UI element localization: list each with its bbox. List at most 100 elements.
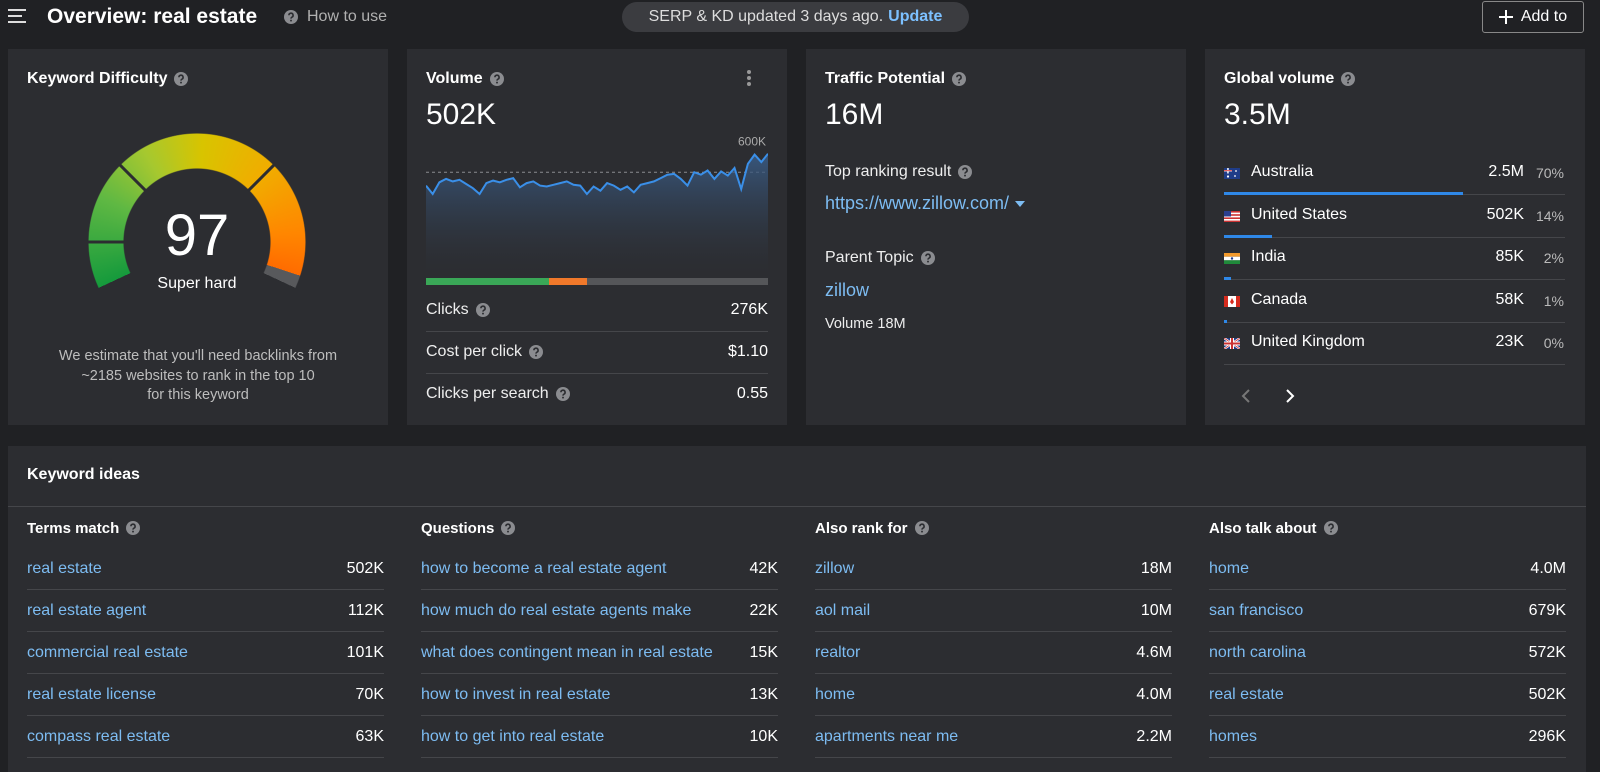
keyword-link[interactable]: real estate: [27, 560, 102, 577]
keyword-link[interactable]: compass real estate: [27, 728, 171, 745]
help-icon[interactable]: [914, 521, 929, 535]
next-page[interactable]: [1285, 388, 1295, 404]
keyword-row: zillow 18M: [815, 548, 1172, 590]
keyword-volume: 10K: [749, 728, 778, 745]
menu-icon[interactable]: [8, 8, 28, 24]
help-glyph: [958, 165, 973, 179]
traffic-card: Traffic Potential 16M Top ranking result…: [806, 49, 1186, 425]
help-icon[interactable]: [174, 72, 189, 86]
help-icon[interactable]: [952, 72, 967, 86]
page-title: Overview: real estate: [47, 5, 258, 28]
top-result-link[interactable]: https://www.zillow.com/: [825, 193, 1026, 214]
help-icon[interactable]: [958, 165, 973, 179]
country-row[interactable]: Australia 2.5M 70%: [1224, 152, 1565, 195]
country-share-bar: [1224, 192, 1463, 195]
keyword-volume: 112K: [347, 602, 384, 619]
help-dot: [535, 354, 537, 357]
keyword-link[interactable]: aol mail: [815, 602, 871, 619]
keyword-link[interactable]: what does contingent mean in real estate: [421, 644, 713, 661]
label-text: Top ranking result: [825, 163, 952, 180]
help-icon[interactable]: [489, 72, 504, 86]
flag-part: [1224, 295, 1228, 307]
country-row[interactable]: United Kingdom 23K 0%: [1224, 322, 1565, 365]
gauge-divider: [246, 163, 276, 193]
keyword-link[interactable]: how to become a real estate agent: [421, 560, 667, 577]
help-dot: [561, 396, 564, 399]
keyword-link[interactable]: home: [1209, 560, 1250, 577]
metric-label-text: Clicks: [426, 301, 469, 318]
arrow-shape: [1241, 389, 1250, 403]
country-share: 1%: [1543, 292, 1564, 309]
update-notice: SERP & KD updated 3 days ago. Update: [622, 2, 969, 32]
keyword-link[interactable]: real estate agent: [27, 602, 147, 619]
keyword-link[interactable]: commercial real estate: [27, 644, 188, 661]
help-icon[interactable]: [920, 251, 935, 265]
caret-shape: [1015, 200, 1026, 207]
column-header: Also rank for: [815, 518, 1172, 538]
flag-part: [1224, 253, 1240, 257]
help-icon[interactable]: [501, 521, 516, 535]
flag-part: [1224, 213, 1240, 216]
dot: [747, 76, 751, 80]
country-name: India: [1251, 248, 1286, 265]
keyword-volume: 13K: [749, 686, 778, 703]
global-card: Global volume 3.5M Australia 2.5M 70% Un…: [1205, 49, 1585, 425]
add-to-button[interactable]: Add to: [1482, 1, 1584, 33]
keyword-link[interactable]: san francisco: [1209, 602, 1304, 619]
flag: [1224, 253, 1240, 264]
keyword-link[interactable]: real estate: [1209, 686, 1284, 703]
help-dot: [920, 530, 923, 533]
country-volume: 2.5M: [1488, 163, 1524, 180]
add-to-text: Add to: [1520, 8, 1568, 25]
keyword-link[interactable]: home: [815, 686, 856, 703]
keyword-row: san francisco 679K: [1209, 590, 1566, 632]
volume-trend-chart: 600K: [426, 137, 768, 273]
metric-label: Clicks: [426, 301, 490, 319]
column-title: Questions: [421, 519, 495, 537]
country-row[interactable]: Canada 58K 1%: [1224, 280, 1565, 323]
help-glyph: [1323, 521, 1338, 535]
prev-page[interactable]: [1241, 388, 1251, 404]
kd-rating: Super hard: [157, 275, 237, 292]
keyword-link[interactable]: zillow: [815, 560, 855, 577]
help-glyph: [489, 72, 504, 86]
keyword-volume: 10M: [1140, 602, 1172, 619]
keyword-link[interactable]: apartments near me: [815, 728, 959, 745]
country-row[interactable]: United States 502K 14%: [1224, 195, 1565, 238]
card-title: Traffic Potential: [825, 69, 967, 89]
flag: [1224, 210, 1240, 222]
help-mark: [178, 74, 185, 81]
country-row[interactable]: India 85K 2%: [1224, 237, 1565, 280]
link-text: https://www.zillow.com/: [825, 193, 1010, 213]
keyword-volume: 42K: [749, 560, 778, 577]
keyword-row: apartments near me 2.2M: [815, 716, 1172, 758]
help-icon[interactable]: [1323, 521, 1338, 535]
update-link[interactable]: Update: [888, 8, 943, 25]
help-icon[interactable]: [1341, 72, 1356, 86]
metric-label-text: Clicks per search: [426, 385, 549, 402]
help-icon[interactable]: [529, 345, 544, 359]
keyword-link[interactable]: realtor: [815, 644, 861, 661]
flag-part: [1224, 210, 1231, 216]
help-icon[interactable]: [475, 303, 490, 317]
keyword-link[interactable]: homes: [1209, 728, 1258, 745]
help-mark: [533, 347, 539, 354]
help-icon[interactable]: [555, 387, 570, 401]
keyword-volume: 2.2M: [1136, 728, 1172, 745]
parent-topic-link[interactable]: zillow: [825, 280, 870, 300]
flag-part: [1224, 216, 1240, 219]
keyword-volume: 15K: [749, 644, 778, 661]
keyword-link[interactable]: how much do real estate agents make: [421, 602, 692, 619]
help-dot: [132, 530, 135, 533]
how-to-use[interactable]: How to use: [284, 6, 387, 28]
parent-volume: Volume 18M: [825, 316, 906, 332]
flag-part: [1224, 210, 1240, 213]
keyword-link[interactable]: how to get into real estate: [421, 728, 605, 745]
keyword-link[interactable]: north carolina: [1209, 644, 1306, 661]
keyword-link[interactable]: how to invest in real estate: [421, 686, 611, 703]
keyword-volume: 22K: [749, 602, 778, 619]
keyword-link[interactable]: real estate license: [27, 686, 156, 703]
kebab-menu[interactable]: [746, 69, 752, 87]
help-mark: [918, 523, 925, 530]
help-icon[interactable]: [126, 521, 141, 535]
